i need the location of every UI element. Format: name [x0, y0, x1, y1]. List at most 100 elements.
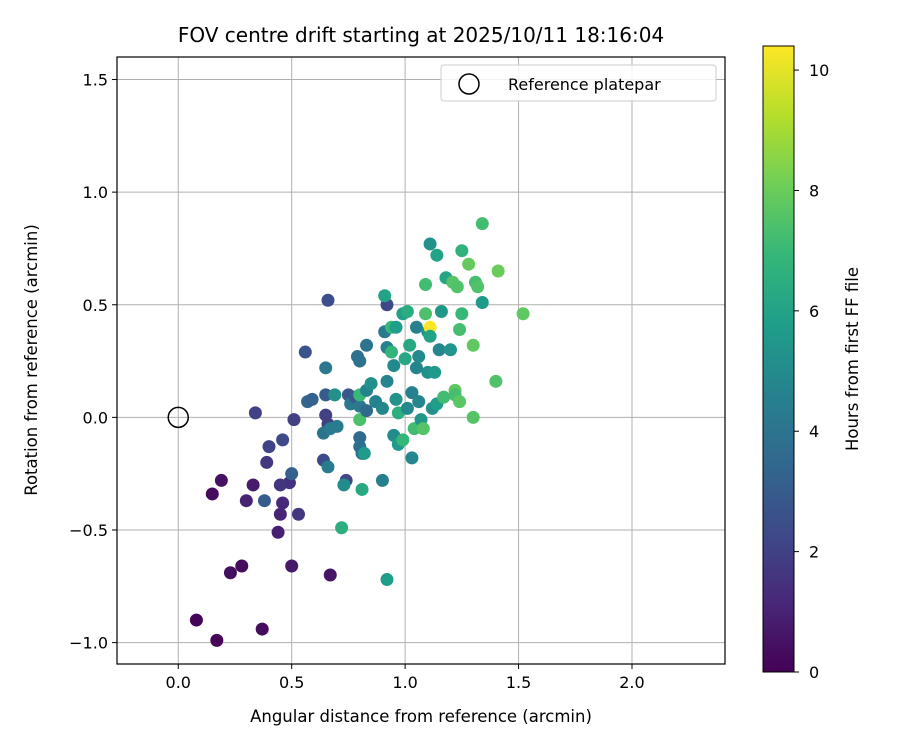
data-point	[466, 410, 480, 424]
data-point	[455, 307, 469, 321]
data-point	[403, 338, 417, 352]
colorbar-ticks: 0 2 4 6 8 10	[794, 61, 829, 682]
chart-title: FOV centre drift starting at 2025/10/11 …	[178, 23, 664, 47]
data-point	[353, 431, 367, 445]
data-point	[319, 388, 333, 402]
data-point	[423, 329, 437, 343]
data-point	[491, 264, 505, 278]
data-point	[423, 237, 437, 251]
data-point	[189, 613, 203, 627]
colorbar-label: Hours from first FF file	[843, 267, 862, 451]
data-point	[323, 568, 337, 582]
data-point	[285, 467, 299, 481]
data-point	[276, 433, 290, 447]
data-point	[466, 338, 480, 352]
data-point	[409, 320, 423, 334]
y-tick-label: 0.0	[83, 408, 108, 427]
data-point	[409, 361, 423, 375]
data-point	[378, 289, 392, 303]
data-point	[298, 345, 312, 359]
colorbar-tick-label: 8	[809, 181, 819, 200]
data-point	[462, 257, 476, 271]
data-point	[246, 478, 260, 492]
data-point	[412, 350, 426, 364]
y-axis-label: Rotation from reference (arcmin)	[22, 224, 41, 496]
data-point	[305, 392, 319, 406]
data-point	[398, 352, 412, 366]
data-point	[330, 419, 344, 433]
x-tick-label: 0.5	[279, 673, 304, 692]
colorbar-ramp	[762, 45, 795, 673]
colorbar-tick-label: 4	[809, 422, 819, 441]
data-point	[443, 343, 457, 357]
data-point	[271, 525, 285, 539]
colorbar: 0 2 4 6 8 10 Hours from first FF file	[762, 45, 862, 682]
data-point	[335, 521, 349, 535]
data-point	[400, 401, 414, 415]
reference-platepar-marker	[167, 406, 190, 429]
data-point	[423, 320, 437, 334]
data-point	[396, 433, 410, 447]
legend-entry-reference-platepar: Reference platepar	[508, 75, 661, 94]
x-tick-label: 0.0	[166, 673, 191, 692]
data-point	[405, 451, 419, 465]
data-point	[405, 386, 419, 400]
x-tick-label: 2.0	[619, 673, 644, 692]
data-point	[428, 365, 442, 379]
data-point	[223, 566, 237, 580]
data-point	[205, 487, 219, 501]
y-tick-label: 1.0	[83, 183, 108, 202]
data-point	[380, 573, 394, 587]
y-tick-label: 0.5	[83, 296, 108, 315]
data-point	[262, 440, 276, 454]
legend: Reference platepar	[440, 64, 717, 102]
data-point	[407, 422, 421, 436]
data-point	[437, 390, 451, 404]
data-point	[453, 395, 467, 409]
data-point	[276, 496, 290, 510]
y-axis-ticks: −1.0 −0.5 0.0 0.5 1.0 1.5	[69, 71, 117, 653]
y-tick-label: −0.5	[69, 521, 108, 540]
colorbar-tick-label: 6	[809, 302, 819, 321]
data-point	[321, 293, 335, 307]
data-point	[475, 217, 489, 231]
data-point	[475, 296, 489, 310]
data-point	[260, 455, 274, 469]
data-point	[357, 446, 371, 460]
data-point	[328, 388, 342, 402]
data-point	[364, 377, 378, 391]
data-point	[273, 507, 287, 521]
data-point	[210, 633, 224, 647]
data-point	[419, 307, 433, 321]
data-point	[389, 320, 403, 334]
data-point	[214, 473, 228, 487]
data-point	[489, 374, 503, 388]
colorbar-tick-label: 2	[809, 543, 819, 562]
data-point	[416, 422, 430, 436]
legend-marker-icon	[458, 73, 480, 95]
data-point	[235, 559, 249, 573]
data-point	[321, 460, 335, 474]
data-point	[455, 244, 469, 258]
data-point	[285, 559, 299, 573]
x-tick-label: 1.5	[506, 673, 531, 692]
data-point	[400, 305, 414, 319]
data-points	[189, 217, 530, 647]
data-point	[239, 494, 253, 508]
data-point	[419, 277, 433, 291]
data-point	[375, 473, 389, 487]
x-axis-label: Angular distance from reference (arcmin)	[250, 707, 592, 726]
data-point	[287, 413, 301, 427]
colorbar-tick-label: 0	[809, 663, 819, 682]
data-point	[380, 374, 394, 388]
data-point	[360, 404, 374, 418]
data-point	[360, 338, 374, 352]
data-point	[471, 280, 485, 294]
data-point	[291, 507, 305, 521]
data-point	[248, 406, 262, 420]
data-point	[319, 361, 333, 375]
data-point	[389, 392, 403, 406]
y-tick-label: 1.5	[83, 71, 108, 90]
data-point	[353, 413, 367, 427]
